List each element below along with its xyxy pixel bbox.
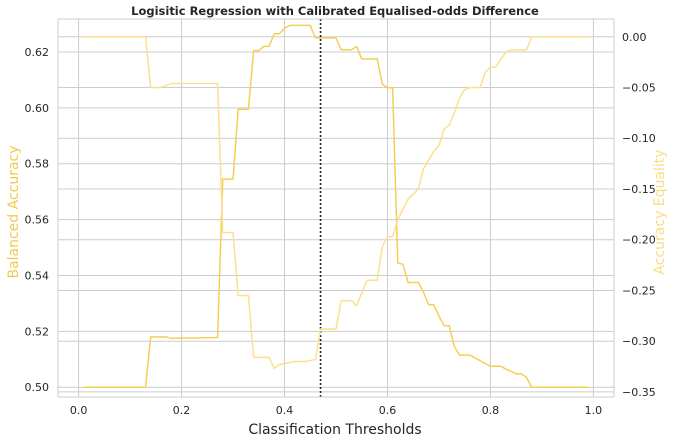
plot-background: [58, 19, 614, 397]
y-tick-label-left: 0.54: [25, 269, 50, 282]
y-axis-label-right: Accuracy Equality: [652, 149, 668, 274]
x-tick-label: 0.0: [70, 404, 88, 417]
x-axis-label: Classification Thresholds: [248, 422, 421, 438]
y-tick-label-right: −0.20: [622, 234, 656, 247]
y-axis-label-left: Balanced Accuracy: [6, 145, 22, 278]
y-tick-label-left: 0.50: [25, 381, 50, 394]
y-tick-label-left: 0.56: [25, 214, 50, 227]
x-tick-label: 0.8: [482, 404, 500, 417]
x-tick-label: 1.0: [585, 404, 603, 417]
x-tick-label: 0.4: [276, 404, 294, 417]
y-tick-label-left: 0.62: [25, 46, 50, 59]
y-tick-label-right: −0.30: [622, 335, 656, 348]
y-tick-label-right: −0.35: [622, 386, 656, 399]
plot-frame: [57, 18, 615, 398]
series-layer: [83, 24, 589, 388]
x-tick-label: 0.6: [379, 404, 397, 417]
y-tick-label-left: 0.60: [25, 102, 50, 115]
x-ticks: 0.0 0.2 0.4 0.6 0.8 1.0: [70, 404, 602, 417]
y-tick-label-right: −0.25: [622, 284, 656, 297]
y-ticks-right: 0.00 −0.05 −0.10 −0.15 −0.20 −0.25 −0.30 −0.35: [622, 31, 656, 399]
series-line-right: [83, 36, 589, 370]
grid: [58, 19, 614, 397]
y-tick-label-right: −0.05: [622, 81, 656, 94]
series-line-left: [83, 24, 589, 388]
y-ticks-left: 0.50 0.52 0.54 0.56 0.58 0.60 0.62: [25, 46, 50, 394]
y-tick-label-left: 0.58: [25, 158, 50, 171]
y-tick-label-right: −0.15: [622, 183, 656, 196]
chart-title: Logisitic Regression with Calibrated Equ…: [131, 4, 539, 18]
y-tick-label-right: −0.10: [622, 132, 656, 145]
y-tick-label-right: 0.00: [622, 31, 647, 44]
y-tick-label-left: 0.52: [25, 325, 50, 338]
x-tick-label: 0.2: [173, 404, 191, 417]
